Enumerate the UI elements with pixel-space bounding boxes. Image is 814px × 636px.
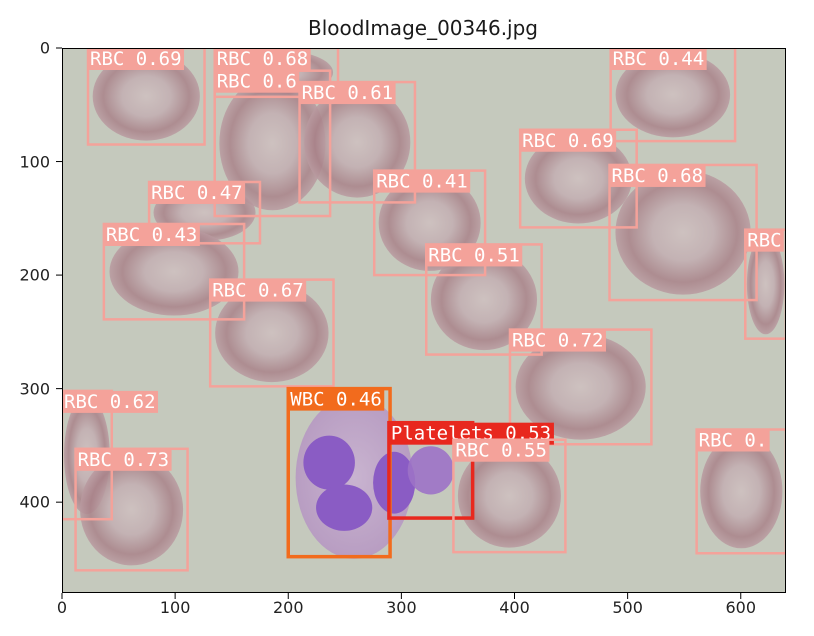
detection-label-bg (62, 390, 158, 413)
detection-label: RBC 0.55 (455, 440, 547, 462)
detection-label-bg (299, 82, 396, 105)
wbc-nucleus-lobe (373, 451, 416, 514)
x-tick-label: 0 (56, 598, 68, 617)
y-tick-label: 300 (19, 379, 50, 399)
detection-rbc: RBC 0.55 (452, 438, 567, 554)
detection-rbc: RBC 0.73 (74, 447, 189, 572)
detection-label: RBC 0.61 (302, 82, 394, 104)
detection-rbc: RBC 0.43 (102, 222, 246, 321)
x-tick-label: 200 (272, 598, 304, 617)
red-blood-cell (515, 334, 646, 440)
blood-smear-image (62, 48, 786, 593)
red-blood-cell (700, 434, 783, 549)
detection-label-bg (520, 129, 617, 152)
detection-label-bg (696, 429, 770, 452)
detection-box (86, 48, 206, 146)
figure-title: BloodImage_00346.jpg (307, 16, 538, 40)
detection-label: RBC 0.72 (512, 330, 604, 352)
x-tick-label: 300 (386, 598, 417, 617)
detection-label: RBC 0.51 (428, 244, 520, 266)
y-tick-label: 100 (19, 152, 50, 172)
red-blood-cell (615, 51, 731, 138)
detection-label: RBC 0.44 (613, 48, 705, 70)
detection-rbc: RBC 0.47 (147, 180, 262, 245)
x-tick-label: 400 (499, 598, 530, 617)
detection-label-bg (745, 229, 784, 252)
red-blood-cell (92, 51, 200, 141)
detection-label-bg (214, 48, 311, 70)
detection-label: RBC 0.68 (217, 48, 309, 70)
detection-label-bg (426, 244, 523, 267)
detection-label-bg (88, 48, 185, 70)
wbc-nucleus-lobe (316, 484, 373, 531)
detection-label: RBC 0.68 (612, 165, 704, 187)
detection-label: RBC (747, 230, 781, 252)
detection-label-bg (210, 279, 307, 302)
detection-label: RBC 0.69 (90, 48, 182, 70)
detection-box (609, 48, 737, 143)
detection-label-bg (214, 70, 300, 93)
detection-rbc: RBC 0.61 (298, 80, 417, 204)
y-tick-label: 200 (19, 265, 50, 285)
detection-wbc: WBC 0.46 (286, 386, 392, 559)
detection-label: RBC 0.41 (376, 171, 468, 193)
detection-rbc: RBC 0.6 (213, 69, 332, 218)
wbc-nucleus-lobe (303, 435, 355, 490)
detection-label-bg (149, 181, 246, 204)
detection-rbc: RBC 0.69 (86, 48, 206, 146)
detection-label: RBC 0.62 (64, 391, 156, 413)
detection-label: RBC 0.69 (522, 130, 614, 152)
detection-label: RBC 0. (699, 430, 768, 452)
detection-label-bg (610, 48, 707, 70)
x-tick-label: 600 (725, 598, 757, 617)
plot-border (62, 48, 786, 593)
detection-rbc: RBC (744, 228, 786, 340)
red-blood-cell (524, 133, 633, 224)
red-blood-cell (457, 444, 561, 548)
detection-label-bg (609, 164, 706, 187)
platelet (407, 446, 454, 495)
detection-label-bg (103, 223, 200, 246)
detection-label-bg (509, 329, 606, 352)
red-blood-cell (109, 227, 239, 316)
x-tick-label: 100 (159, 598, 191, 617)
detection-label: RBC 0.6 (217, 71, 297, 93)
detection-label: RBC 0.67 (212, 280, 304, 302)
detection-label: RBC 0.43 (106, 224, 198, 246)
detection-label: RBC 0.47 (151, 182, 243, 204)
red-blood-cell (615, 170, 751, 295)
detection-rbc: RBC 0. (695, 428, 786, 555)
x-tick-label: 500 (612, 598, 643, 617)
detection-rbc: RBC 0.44 (609, 48, 737, 143)
detection-rbc: RBC 0.67 (208, 278, 335, 388)
detection-rbc: RBC 0.62 (62, 389, 158, 521)
detection-rbc: RBC 0.41 (372, 169, 487, 277)
detection-label: RBC 0.73 (78, 449, 170, 471)
y-tick-label: 400 (19, 492, 50, 512)
detection-label-bg (288, 388, 385, 411)
detection-label: WBC 0.46 (290, 389, 382, 411)
detection-rbc: RBC 0.72 (508, 328, 653, 446)
detection-rbc: RBC 0.51 (425, 243, 543, 356)
detection-label-bg (75, 448, 172, 471)
detection-label-bg (374, 170, 471, 193)
y-tick-label: 0 (39, 38, 50, 58)
red-blood-cell (80, 453, 184, 566)
detection-label-bg (453, 439, 550, 462)
